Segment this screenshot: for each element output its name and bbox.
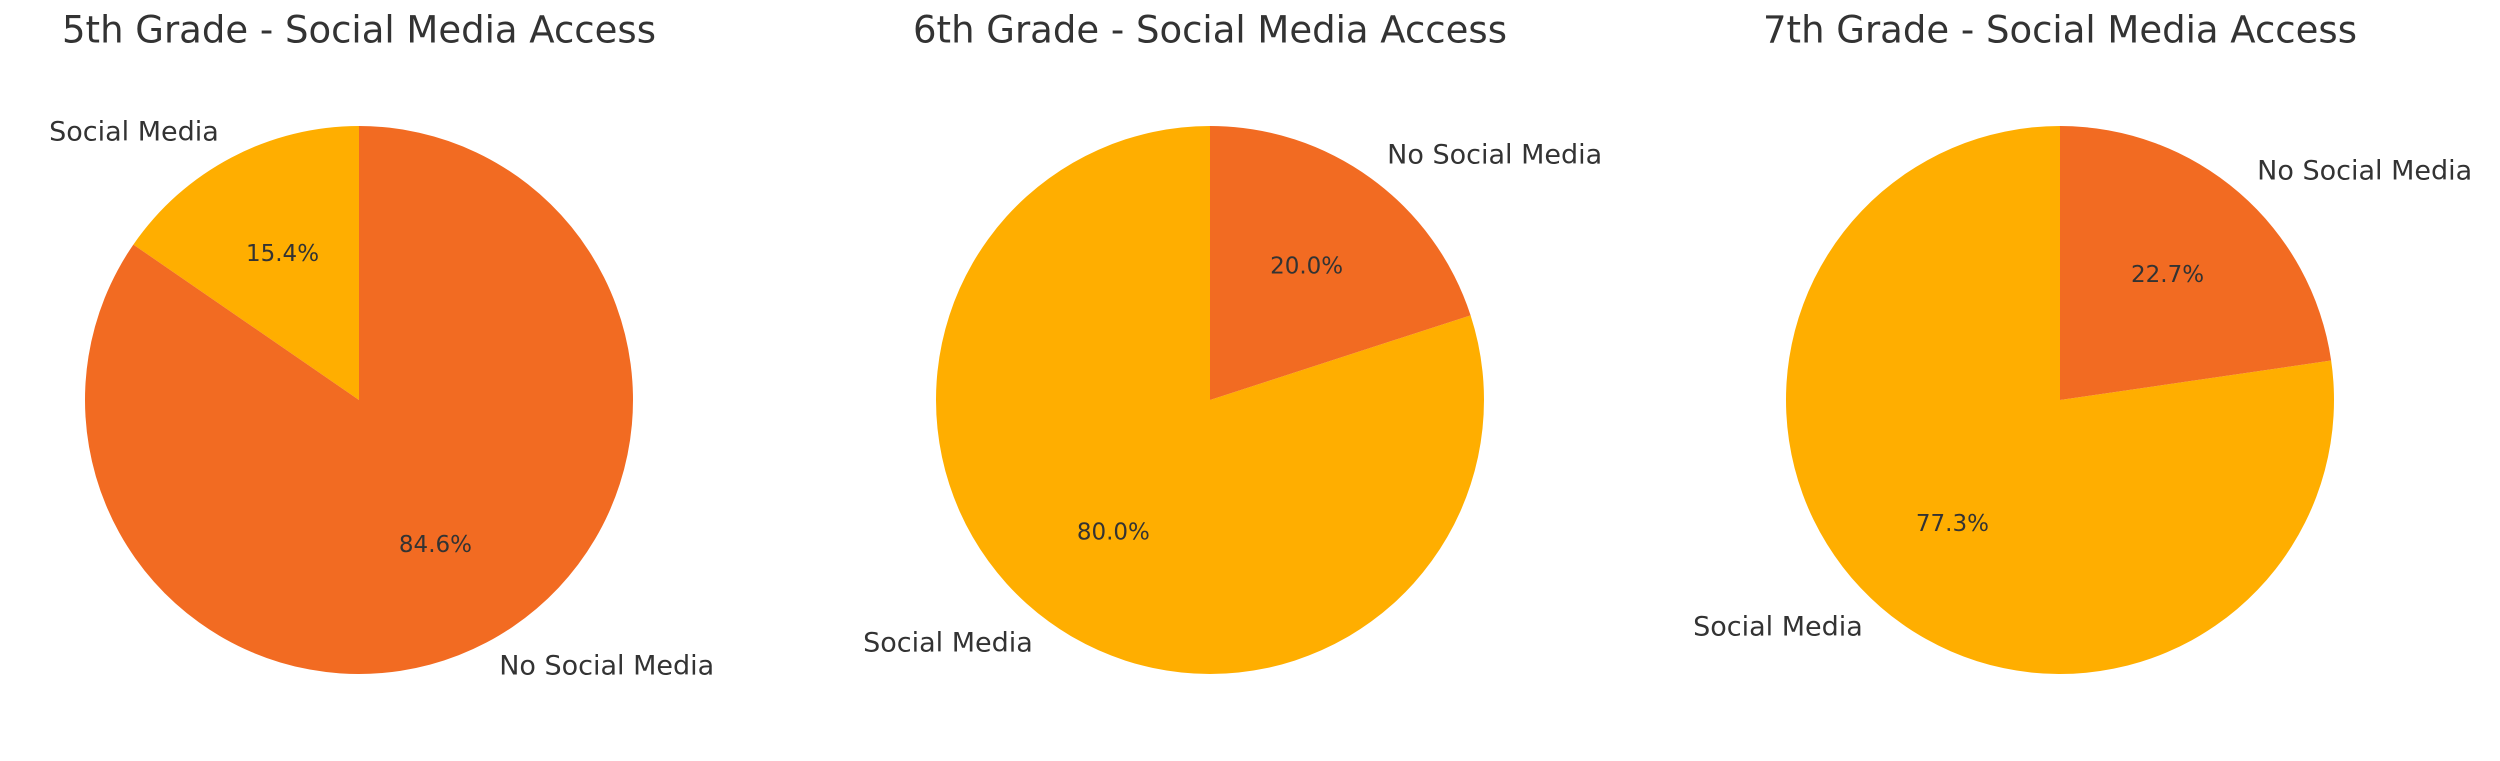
chart-title: 5th Grade - Social Media Access [62, 9, 656, 52]
slice-label: No Social Media [1387, 140, 1602, 171]
percent-label: 80.0% [1077, 520, 1150, 546]
percent-label: 22.7% [2131, 262, 2204, 288]
slice-label: Social Media [863, 627, 1033, 658]
pie-slice [2060, 126, 2332, 400]
percent-label: 20.0% [1270, 253, 1343, 279]
pie-slice [84, 126, 633, 674]
slice-label: Social Media [1693, 611, 1863, 642]
slice-label: Social Media [49, 117, 219, 148]
slice-label: No Social Media [2257, 156, 2472, 187]
slice-label: No Social Media [499, 650, 714, 681]
percent-label: 84.6% [399, 532, 472, 558]
pie-slice [1210, 126, 1471, 400]
chart-title: 6th Grade - Social Media Access [913, 9, 1507, 52]
percent-label: 15.4% [246, 241, 319, 267]
pie-slice [133, 126, 359, 400]
chart-title: 7th Grade - Social Media Access [1763, 9, 2357, 52]
percent-label: 77.3% [1916, 511, 1989, 537]
